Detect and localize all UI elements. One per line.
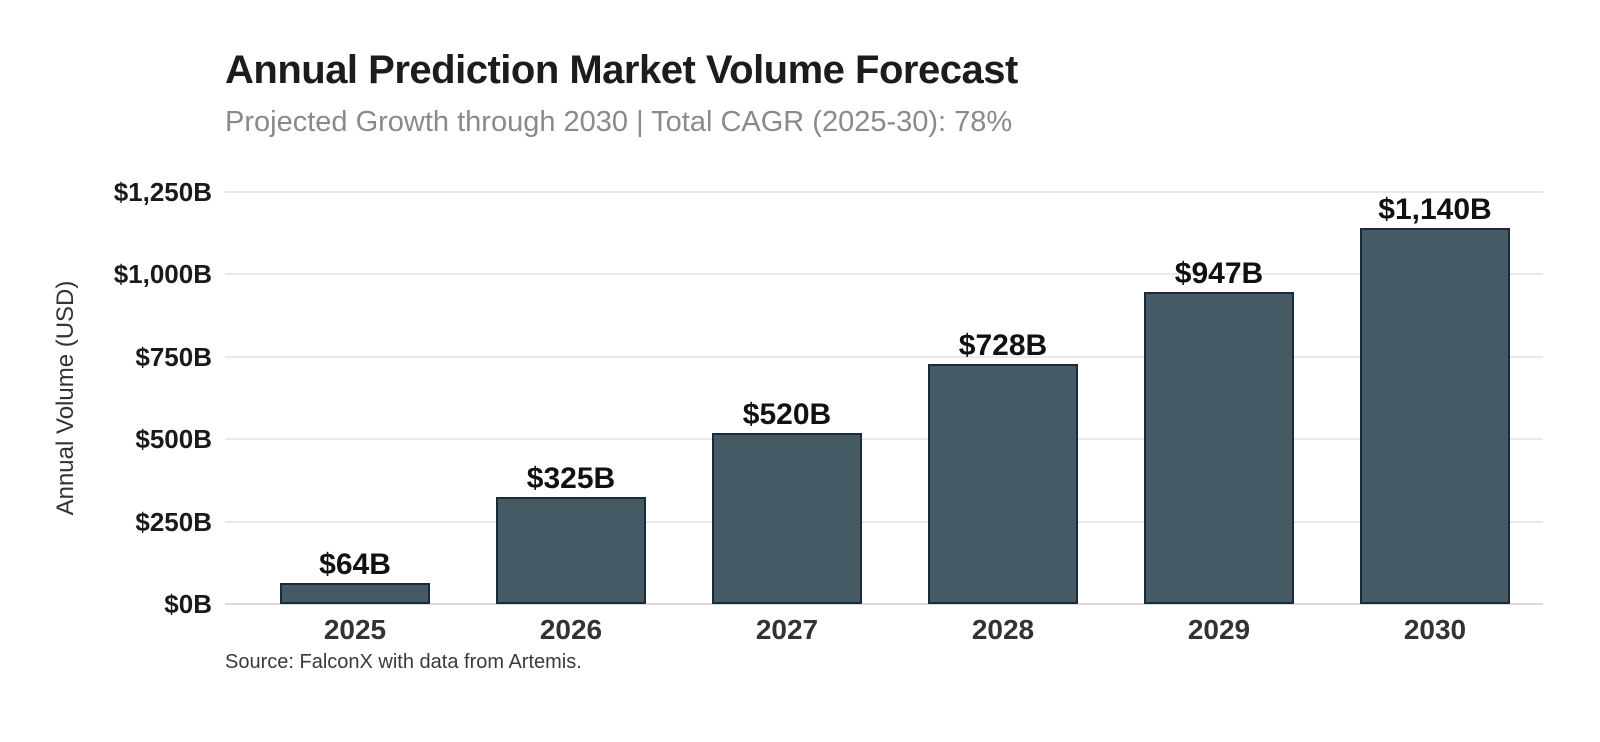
bar-2029 bbox=[1144, 292, 1294, 604]
bar-value-label: $520B bbox=[742, 398, 832, 431]
bar-value-label: $64B bbox=[319, 548, 391, 581]
bar-2028 bbox=[928, 364, 1078, 604]
gridline bbox=[225, 355, 1543, 358]
x-axis-tick-label: 2026 bbox=[539, 614, 603, 645]
bar-2025 bbox=[280, 583, 430, 604]
y-axis-tick-label: $0B bbox=[164, 589, 212, 619]
x-axis-tick-label: 2025 bbox=[323, 614, 387, 645]
bar-2030 bbox=[1360, 228, 1510, 604]
bar-value-label: $325B bbox=[526, 462, 616, 495]
gridline bbox=[225, 191, 1543, 193]
chart-title: Annual Prediction Market Volume Forecast bbox=[225, 48, 1018, 92]
x-axis-tick-label: 2028 bbox=[971, 614, 1035, 645]
y-axis-tick-label: $250B bbox=[135, 506, 212, 537]
bar-value-label: $947B bbox=[1174, 257, 1264, 290]
y-axis-title: Annual Volume (USD) bbox=[52, 280, 79, 516]
y-axis-tick-label: $1,000B bbox=[113, 259, 212, 290]
bar-2026 bbox=[496, 497, 646, 604]
x-axis-tick-label: 2027 bbox=[755, 614, 819, 645]
y-axis-tick-label: $750B bbox=[135, 341, 212, 372]
y-axis-tick-label: $500B bbox=[135, 424, 212, 455]
bar-value-label: $1,140B bbox=[1378, 193, 1492, 226]
source-note: Source: FalconX with data from Artemis. bbox=[225, 651, 582, 673]
gridline bbox=[225, 273, 1543, 276]
bar-value-label: $728B bbox=[958, 329, 1048, 362]
gridline bbox=[225, 438, 1543, 441]
x-axis-tick-label: 2030 bbox=[1403, 614, 1467, 645]
x-axis-baseline bbox=[225, 603, 1543, 605]
chart-subtitle: Projected Growth through 2030 | Total CA… bbox=[225, 106, 1013, 138]
x-axis-tick-label: 2029 bbox=[1187, 614, 1251, 645]
bar-2027 bbox=[712, 433, 862, 604]
y-axis-tick-label: $1,250B bbox=[113, 177, 212, 207]
gridline bbox=[225, 520, 1543, 523]
